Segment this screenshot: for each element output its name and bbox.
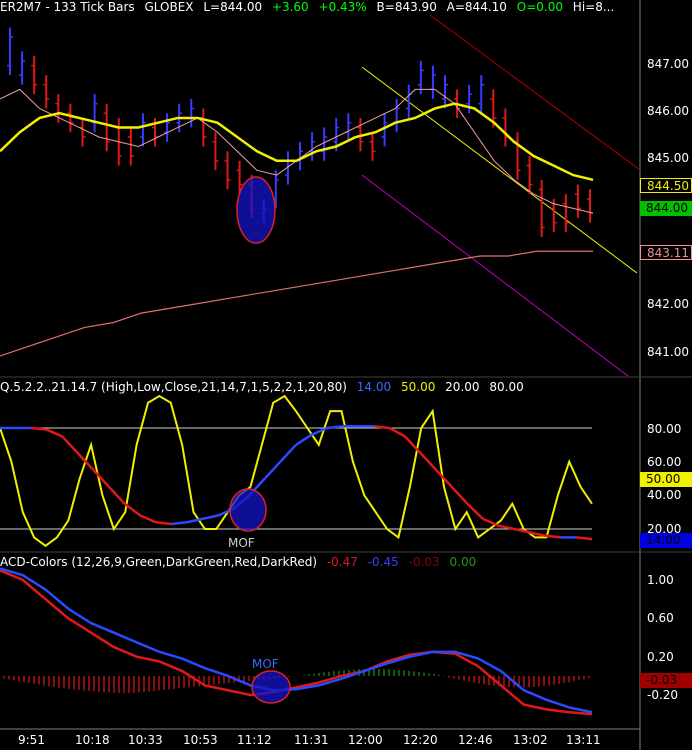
stoch-d-segment xyxy=(279,443,297,463)
stoch-d-segment xyxy=(46,428,63,438)
mof-ellipse-stoch xyxy=(229,488,267,532)
open-price: O=0.00 xyxy=(516,0,563,14)
stoch-k-line xyxy=(0,394,593,548)
stoch-tick: 20.00 xyxy=(647,522,682,536)
stoch-d-segment xyxy=(466,502,484,520)
stoch-d-segment xyxy=(155,521,172,526)
stoch-d-segment xyxy=(545,534,561,539)
price-tick: 845.00 xyxy=(647,151,689,165)
stoch-blue-badge: 14.00 xyxy=(640,533,692,548)
trend-channel-upper xyxy=(429,14,641,171)
change-value: +3.60 xyxy=(271,0,309,14)
stoch-tick: 60.00 xyxy=(647,455,682,469)
exchange-label: GLOBEX xyxy=(144,0,194,14)
x-tick: 10:33 xyxy=(128,733,163,747)
stoch-yellow-badge: 50.00 xyxy=(640,472,692,487)
stoch-value-1: 14.00 xyxy=(356,380,392,394)
stoch-d-segment xyxy=(171,521,188,526)
x-tick: 13:02 xyxy=(513,733,548,747)
ma-badge: 843.11 xyxy=(640,245,692,260)
price-tick: 847.00 xyxy=(647,57,689,71)
fast-ma-line xyxy=(0,88,594,214)
last-yellow-badge: 844.50 xyxy=(640,178,692,193)
last-price-badge: 844.00 xyxy=(640,201,692,216)
x-tick: 9:51 xyxy=(18,733,45,747)
stoch-d-segment xyxy=(419,452,438,471)
mof-ellipse-price xyxy=(236,176,276,244)
price-tick: 842.00 xyxy=(647,297,689,311)
macd-line xyxy=(0,567,593,714)
price-header: ER2M7 - 133 Tick Bars GLOBEX L=844.00 +3… xyxy=(0,0,620,16)
stoch-d-segment xyxy=(61,435,79,455)
stoch-d-segment xyxy=(373,425,390,430)
macd-value-2: -0.45 xyxy=(367,555,399,569)
x-tick: 11:12 xyxy=(237,733,272,747)
stoch-d-segment xyxy=(76,452,95,471)
x-tick: 12:46 xyxy=(458,733,493,747)
macd-signal-line xyxy=(0,569,593,716)
stoch-value-2: 50.00 xyxy=(400,380,436,394)
x-tick: 10:53 xyxy=(183,733,218,747)
stoch-d-segment xyxy=(263,460,282,480)
mof-annotation-macd: MOF xyxy=(252,657,279,671)
macd-tick: 0.20 xyxy=(647,650,674,664)
x-tick: 10:18 xyxy=(75,733,110,747)
stoch-d-segment xyxy=(450,486,469,505)
stoch-d-segment xyxy=(404,435,422,455)
stoch-d-segment xyxy=(295,433,313,446)
long-ma-line xyxy=(0,250,593,357)
x-tick: 12:20 xyxy=(403,733,438,747)
bid-price: B=843.90 xyxy=(376,0,437,14)
stoch-d-segment xyxy=(123,502,141,517)
price-tick: 841.00 xyxy=(647,345,689,359)
symbol-label: ER2M7 - 133 Tick Bars xyxy=(0,0,135,14)
slow-ma-line xyxy=(0,102,594,182)
macd-tick: -0.20 xyxy=(647,688,679,702)
stoch-name: Q.5.2.2..21.14.7 (High,Low,Close,21,14,7… xyxy=(0,380,347,394)
macd-value-3: -0.03 xyxy=(408,555,440,569)
ask-price: A=844.10 xyxy=(446,0,507,14)
stoch-d-segment xyxy=(529,531,546,537)
stoch-d-segment xyxy=(576,536,593,541)
stoch-d-segment xyxy=(92,469,110,488)
macd-value-4: 0.00 xyxy=(449,555,477,569)
stoch-header: Q.5.2.2..21.14.7 (High,Low,Close,21,14,7… xyxy=(0,380,530,394)
trend-channel-lower xyxy=(361,174,629,377)
macd-tick: 0.60 xyxy=(647,611,674,625)
trend-line xyxy=(361,66,638,274)
macd-header: ACD-Colors (12,26,9,Green,DarkGreen,Red,… xyxy=(0,555,482,569)
stoch-value-4: 80.00 xyxy=(489,380,524,394)
stoch-d-segment xyxy=(327,425,343,430)
mof-ellipse-macd xyxy=(251,670,291,704)
mof-annotation-stoch: MOF xyxy=(228,536,255,550)
stoch-value-3: 20.00 xyxy=(445,380,480,394)
stoch-tick: 40.00 xyxy=(647,488,682,502)
change-pct: +0.43% xyxy=(318,0,367,14)
macd-value-1: -0.47 xyxy=(326,555,358,569)
x-tick: 13:11 xyxy=(566,733,601,747)
last-price: L=844.00 xyxy=(203,0,263,14)
stoch-tick: 80.00 xyxy=(647,422,682,436)
stoch-d-segment xyxy=(108,486,126,505)
stoch-d-segment xyxy=(139,514,157,524)
stoch-d-segment xyxy=(31,426,47,431)
price-tick: 846.00 xyxy=(647,104,689,118)
macd-red-badge: -0.03 xyxy=(640,673,692,688)
macd-tick: 1.00 xyxy=(647,573,674,587)
stoch-d-segment xyxy=(435,469,453,488)
x-tick: 12:00 xyxy=(348,733,383,747)
stoch-d-segment xyxy=(311,426,328,436)
stoch-d-segment xyxy=(482,517,500,527)
high-price: Hi=8... xyxy=(572,0,615,14)
stoch-d-segment xyxy=(388,426,406,438)
stoch-d-segment xyxy=(513,527,530,534)
macd-name: ACD-Colors (12,26,9,Green,DarkGreen,Red,… xyxy=(0,555,317,569)
stoch-d-segment xyxy=(202,514,219,521)
stoch-d-segment xyxy=(498,524,515,531)
stoch-d-segment xyxy=(186,517,203,524)
x-tick: 11:31 xyxy=(294,733,329,747)
